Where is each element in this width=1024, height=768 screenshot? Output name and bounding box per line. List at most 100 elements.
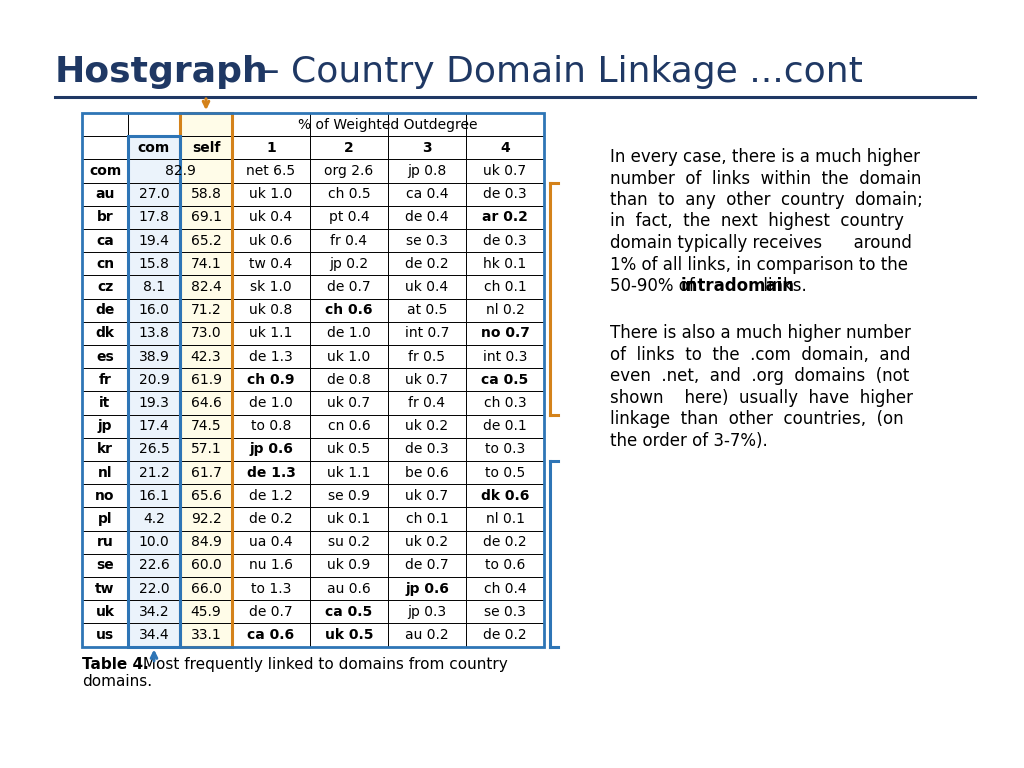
Text: cn: cn <box>96 257 114 271</box>
Text: 21.2: 21.2 <box>138 465 169 479</box>
Text: 82.4: 82.4 <box>190 280 221 294</box>
Text: uk 1.1: uk 1.1 <box>249 326 293 340</box>
Text: pl: pl <box>97 512 113 526</box>
Text: de 0.2: de 0.2 <box>483 628 526 642</box>
Text: at 0.5: at 0.5 <box>407 303 447 317</box>
Text: 74.5: 74.5 <box>190 419 221 433</box>
Text: 20.9: 20.9 <box>138 372 169 387</box>
Text: it: it <box>99 396 111 410</box>
Text: ch 0.4: ch 0.4 <box>483 581 526 596</box>
Text: ch 0.5: ch 0.5 <box>328 187 371 201</box>
Text: uk 0.4: uk 0.4 <box>250 210 293 224</box>
Text: 17.4: 17.4 <box>138 419 169 433</box>
Text: uk 0.7: uk 0.7 <box>328 396 371 410</box>
Text: 19.3: 19.3 <box>138 396 169 410</box>
Text: jp 0.6: jp 0.6 <box>249 442 293 456</box>
Text: to 1.3: to 1.3 <box>251 581 291 596</box>
Bar <box>180 113 232 647</box>
Text: 61.7: 61.7 <box>190 465 221 479</box>
Text: fr 0.4: fr 0.4 <box>331 233 368 247</box>
Text: pt 0.4: pt 0.4 <box>329 210 370 224</box>
Text: to 0.5: to 0.5 <box>485 465 525 479</box>
Text: number  of  links  within  the  domain: number of links within the domain <box>610 170 922 187</box>
Text: 42.3: 42.3 <box>190 349 221 363</box>
Text: uk 0.6: uk 0.6 <box>250 233 293 247</box>
Text: au 0.2: au 0.2 <box>406 628 449 642</box>
Text: jp 0.3: jp 0.3 <box>408 605 446 619</box>
Text: domains.: domains. <box>82 674 153 689</box>
Text: nl 0.1: nl 0.1 <box>485 512 524 526</box>
Text: de 0.7: de 0.7 <box>328 280 371 294</box>
Text: de 0.3: de 0.3 <box>483 233 526 247</box>
Text: uk 0.5: uk 0.5 <box>325 628 374 642</box>
Text: to 0.8: to 0.8 <box>251 419 291 433</box>
Text: Hostgraph: Hostgraph <box>55 55 268 89</box>
Text: de 1.0: de 1.0 <box>249 396 293 410</box>
Text: uk: uk <box>95 605 115 619</box>
Text: ca 0.5: ca 0.5 <box>481 372 528 387</box>
Text: 73.0: 73.0 <box>190 326 221 340</box>
Text: se 0.3: se 0.3 <box>407 233 447 247</box>
Text: dk 0.6: dk 0.6 <box>481 488 529 503</box>
Text: org 2.6: org 2.6 <box>325 164 374 178</box>
Text: in  fact,  the  next  highest  country: in fact, the next highest country <box>610 213 904 230</box>
Text: ua 0.4: ua 0.4 <box>249 535 293 549</box>
Text: jp 0.2: jp 0.2 <box>330 257 369 271</box>
Text: de 0.3: de 0.3 <box>406 442 449 456</box>
Text: nl: nl <box>97 465 113 479</box>
Text: ar 0.2: ar 0.2 <box>482 210 528 224</box>
Text: uk 0.2: uk 0.2 <box>406 419 449 433</box>
Text: uk 0.8: uk 0.8 <box>250 303 293 317</box>
Text: ca 0.6: ca 0.6 <box>248 628 295 642</box>
Text: to 0.6: to 0.6 <box>484 558 525 572</box>
Text: be 0.6: be 0.6 <box>406 465 449 479</box>
Text: com: com <box>89 164 121 178</box>
Text: de 0.1: de 0.1 <box>483 419 527 433</box>
Text: us: us <box>96 628 114 642</box>
Text: se 0.9: se 0.9 <box>328 488 370 503</box>
Text: cn 0.6: cn 0.6 <box>328 419 371 433</box>
Bar <box>128 136 180 647</box>
Text: jp 0.8: jp 0.8 <box>408 164 446 178</box>
Text: int 0.7: int 0.7 <box>404 326 450 340</box>
Text: 22.6: 22.6 <box>138 558 169 572</box>
Text: ch 0.6: ch 0.6 <box>326 303 373 317</box>
Text: nu 1.6: nu 1.6 <box>249 558 293 572</box>
Text: 65.2: 65.2 <box>190 233 221 247</box>
Text: 4: 4 <box>500 141 510 155</box>
Text: 74.1: 74.1 <box>190 257 221 271</box>
Text: tw 0.4: tw 0.4 <box>250 257 293 271</box>
Text: self: self <box>191 141 220 155</box>
Text: intradomain: intradomain <box>681 277 795 295</box>
Text: 1% of all links, in comparison to the: 1% of all links, in comparison to the <box>610 256 908 273</box>
Text: 26.5: 26.5 <box>138 442 169 456</box>
Text: uk 0.1: uk 0.1 <box>328 512 371 526</box>
Text: fr 0.4: fr 0.4 <box>409 396 445 410</box>
Text: shown    here)  usually  have  higher: shown here) usually have higher <box>610 389 913 407</box>
Text: linkage  than  other  countries,  (on: linkage than other countries, (on <box>610 410 903 429</box>
Text: de 0.2: de 0.2 <box>406 257 449 271</box>
Text: Table 4.: Table 4. <box>82 657 148 671</box>
Text: 71.2: 71.2 <box>190 303 221 317</box>
Text: uk 0.4: uk 0.4 <box>406 280 449 294</box>
Text: de 1.3: de 1.3 <box>247 465 296 479</box>
Text: 16.0: 16.0 <box>138 303 169 317</box>
Text: ru: ru <box>96 535 114 549</box>
Text: hk 0.1: hk 0.1 <box>483 257 526 271</box>
Text: nl 0.2: nl 0.2 <box>485 303 524 317</box>
Text: In every case, there is a much higher: In every case, there is a much higher <box>610 148 920 166</box>
Text: au 0.6: au 0.6 <box>327 581 371 596</box>
Text: 60.0: 60.0 <box>190 558 221 572</box>
Text: de 0.7: de 0.7 <box>249 605 293 619</box>
Text: ca 0.4: ca 0.4 <box>406 187 449 201</box>
Text: even  .net,  and  .org  domains  (not: even .net, and .org domains (not <box>610 367 909 386</box>
Text: de 0.3: de 0.3 <box>483 187 526 201</box>
Text: su 0.2: su 0.2 <box>328 535 370 549</box>
Text: links.: links. <box>758 277 807 295</box>
Text: 17.8: 17.8 <box>138 210 169 224</box>
Text: uk 1.0: uk 1.0 <box>250 187 293 201</box>
Bar <box>128 136 180 647</box>
Text: 82.9: 82.9 <box>165 164 196 178</box>
Text: uk 0.7: uk 0.7 <box>406 372 449 387</box>
Text: jp: jp <box>97 419 113 433</box>
